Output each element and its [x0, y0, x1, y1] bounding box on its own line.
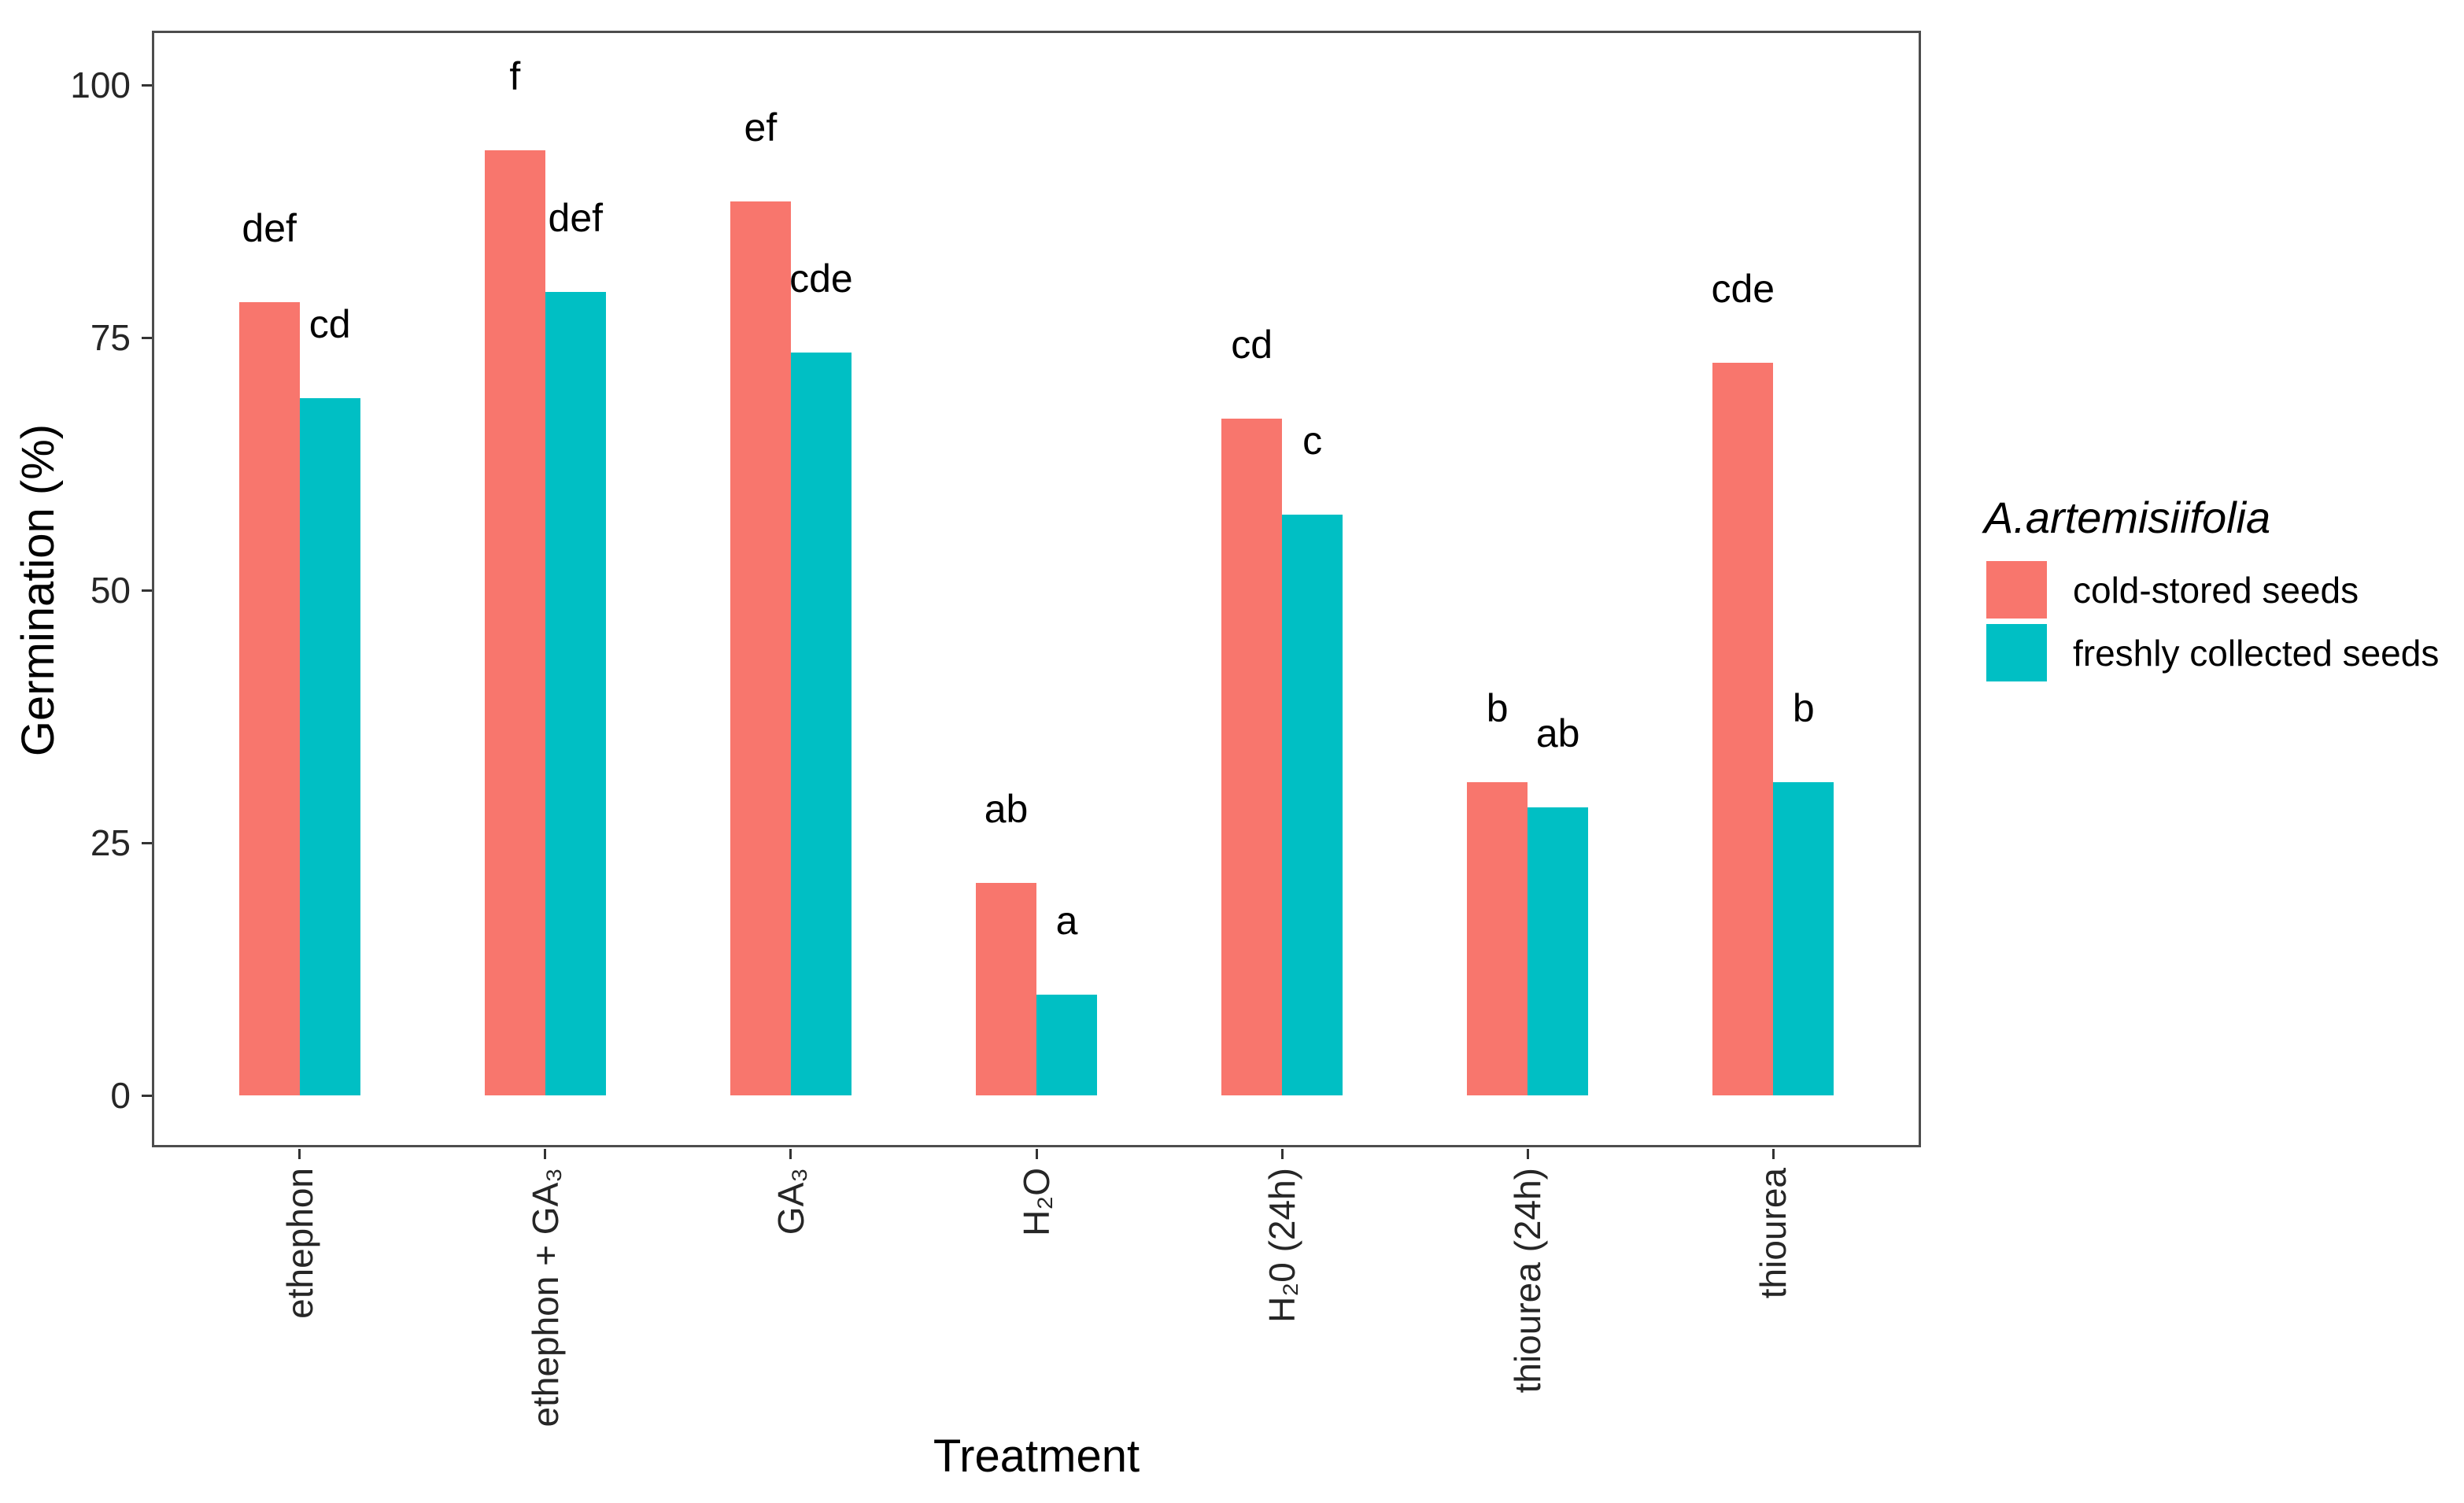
legend-key-freshly-collected — [1986, 624, 2047, 681]
bar-cold-stored — [1467, 781, 1528, 1095]
y-tick-label: 50 — [90, 570, 131, 611]
bar-freshly-collected — [1773, 781, 1834, 1095]
significance-label: def — [548, 196, 604, 241]
x-tick-label: ethephon — [279, 1168, 320, 1319]
y-tick-mark — [142, 841, 152, 844]
legend-title: A.artemisiifolia — [1984, 493, 2271, 542]
significance-label: c — [1302, 418, 1323, 463]
significance-label: f — [509, 54, 521, 99]
bar-freshly-collected — [1036, 994, 1097, 1095]
bar-cold-stored — [1221, 418, 1283, 1095]
y-tick-mark — [142, 1094, 152, 1097]
significance-label: ab — [984, 787, 1029, 832]
bar-cold-stored — [976, 883, 1036, 1095]
bar-freshly-collected — [1528, 807, 1589, 1095]
y-tick-label: 100 — [70, 65, 131, 105]
x-tick-mark — [1035, 1149, 1038, 1159]
significance-label: cd — [308, 302, 351, 347]
x-tick-label: GA₃ — [770, 1168, 811, 1235]
legend-label-cold-stored: cold-stored seeds — [2073, 570, 2359, 611]
bar-freshly-collected — [299, 398, 360, 1095]
x-tick-label: thiourea (24h) — [1507, 1168, 1549, 1394]
x-tick-mark — [298, 1149, 301, 1159]
bar-freshly-collected — [1282, 514, 1343, 1095]
x-tick-mark — [1771, 1149, 1775, 1159]
legend-key-cold-stored — [1986, 561, 2047, 619]
significance-label: cde — [789, 257, 853, 301]
bar-cold-stored — [238, 302, 300, 1095]
significance-label: ef — [744, 105, 778, 150]
bar-cold-stored — [1712, 363, 1774, 1095]
x-tick-mark — [1526, 1149, 1529, 1159]
y-tick-label: 25 — [90, 822, 131, 863]
x-tick-label: H₂0 (24h) — [1262, 1168, 1303, 1323]
x-tick-label: H₂O — [1016, 1168, 1057, 1236]
significance-label: cd — [1231, 322, 1273, 367]
y-tick-mark — [142, 83, 152, 87]
bar-freshly-collected — [790, 353, 852, 1095]
y-tick-mark — [142, 589, 152, 592]
significance-label: b — [1792, 685, 1815, 730]
x-tick-mark — [1280, 1149, 1284, 1159]
x-axis-title: Treatment — [933, 1431, 1140, 1482]
y-tick-label: 75 — [90, 317, 131, 358]
y-tick-mark — [142, 336, 152, 339]
significance-label: b — [1486, 685, 1509, 730]
significance-label: cde — [1711, 267, 1775, 312]
x-tick-label: ethephon + GA₃ — [524, 1168, 566, 1427]
significance-label: a — [1055, 898, 1078, 943]
significance-label: def — [242, 206, 297, 251]
plot-panel — [152, 31, 1921, 1147]
x-tick-mark — [544, 1149, 547, 1159]
legend-label-freshly-collected: freshly collected seeds — [2073, 633, 2440, 674]
bar-cold-stored — [730, 201, 791, 1095]
significance-label: ab — [1535, 711, 1580, 756]
x-tick-label: thiourea — [1753, 1168, 1794, 1299]
x-tick-mark — [789, 1149, 792, 1159]
bar-freshly-collected — [545, 292, 606, 1095]
bar-cold-stored — [484, 150, 545, 1095]
y-tick-label: 0 — [110, 1075, 131, 1116]
